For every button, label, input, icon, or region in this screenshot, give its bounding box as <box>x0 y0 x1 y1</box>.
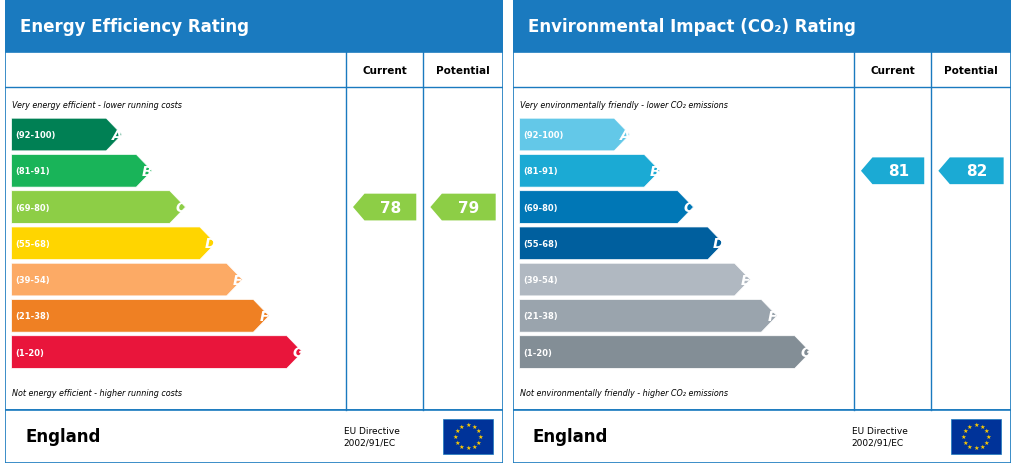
Text: ★: ★ <box>978 424 984 429</box>
Polygon shape <box>430 194 495 221</box>
Text: ★: ★ <box>983 439 988 444</box>
Text: ★: ★ <box>983 428 988 433</box>
Text: ★: ★ <box>978 444 984 449</box>
Text: ★: ★ <box>452 434 459 439</box>
Text: ★: ★ <box>962 439 967 444</box>
Text: ★: ★ <box>454 428 460 433</box>
FancyBboxPatch shape <box>513 53 1010 410</box>
Text: ★: ★ <box>476 439 481 444</box>
Text: G: G <box>291 345 304 359</box>
Text: E: E <box>232 273 243 287</box>
Text: ★: ★ <box>477 434 483 439</box>
Text: (69-80): (69-80) <box>523 203 557 212</box>
Text: A: A <box>112 128 122 142</box>
Text: ★: ★ <box>962 428 967 433</box>
Text: (1-20): (1-20) <box>15 348 44 357</box>
Text: F: F <box>260 309 269 323</box>
Text: ★: ★ <box>465 445 471 450</box>
Text: Current: Current <box>869 66 914 75</box>
Polygon shape <box>519 227 722 260</box>
Text: Not energy efficient - higher running costs: Not energy efficient - higher running co… <box>11 388 181 397</box>
Polygon shape <box>11 300 269 332</box>
FancyBboxPatch shape <box>513 410 1010 463</box>
Text: Not environmentally friendly - higher CO₂ emissions: Not environmentally friendly - higher CO… <box>519 388 727 397</box>
Text: (1-20): (1-20) <box>523 348 551 357</box>
Text: (81-91): (81-91) <box>15 167 50 176</box>
FancyBboxPatch shape <box>5 53 502 410</box>
Text: Very energy efficient - lower running costs: Very energy efficient - lower running co… <box>11 101 181 110</box>
Text: 79: 79 <box>458 200 479 215</box>
Text: D: D <box>712 237 723 251</box>
Polygon shape <box>937 158 1003 185</box>
Text: ★: ★ <box>972 422 978 427</box>
Text: (92-100): (92-100) <box>523 131 562 140</box>
Text: ★: ★ <box>471 444 477 449</box>
Text: B: B <box>649 164 660 178</box>
FancyBboxPatch shape <box>513 0 1010 53</box>
Text: C: C <box>683 200 693 214</box>
Text: 81: 81 <box>887 164 908 179</box>
Text: ★: ★ <box>984 434 990 439</box>
Polygon shape <box>519 155 659 188</box>
Text: ★: ★ <box>960 434 966 439</box>
Text: E: E <box>740 273 750 287</box>
Polygon shape <box>519 336 810 369</box>
Text: ★: ★ <box>454 439 460 444</box>
Text: A: A <box>620 128 630 142</box>
Text: G: G <box>799 345 811 359</box>
Text: F: F <box>767 309 776 323</box>
Text: ★: ★ <box>966 444 972 449</box>
Text: Current: Current <box>362 66 407 75</box>
Text: ★: ★ <box>459 424 465 429</box>
Polygon shape <box>353 194 416 221</box>
Text: EU Directive
2002/91/EC: EU Directive 2002/91/EC <box>851 426 907 447</box>
Text: 78: 78 <box>379 200 400 215</box>
Text: EU Directive
2002/91/EC: EU Directive 2002/91/EC <box>343 426 399 447</box>
Text: (39-54): (39-54) <box>523 275 557 284</box>
Text: Potential: Potential <box>436 66 489 75</box>
Text: 82: 82 <box>965 164 986 179</box>
Text: Potential: Potential <box>944 66 997 75</box>
Text: Very environmentally friendly - lower CO₂ emissions: Very environmentally friendly - lower CO… <box>519 101 727 110</box>
Polygon shape <box>519 119 630 151</box>
FancyBboxPatch shape <box>443 419 492 454</box>
Text: ★: ★ <box>471 424 477 429</box>
Text: England: England <box>25 427 100 445</box>
Text: Energy Efficiency Rating: Energy Efficiency Rating <box>20 18 249 36</box>
Polygon shape <box>11 191 185 224</box>
Text: (55-68): (55-68) <box>523 239 557 248</box>
Polygon shape <box>11 336 303 369</box>
Text: ★: ★ <box>476 428 481 433</box>
Text: (92-100): (92-100) <box>15 131 55 140</box>
FancyBboxPatch shape <box>951 419 1000 454</box>
Text: D: D <box>205 237 216 251</box>
Text: ★: ★ <box>465 422 471 427</box>
Text: ★: ★ <box>972 445 978 450</box>
Polygon shape <box>519 191 693 224</box>
Text: ★: ★ <box>966 424 972 429</box>
FancyBboxPatch shape <box>5 0 502 53</box>
Text: (81-91): (81-91) <box>523 167 557 176</box>
Text: (55-68): (55-68) <box>15 239 50 248</box>
FancyBboxPatch shape <box>5 410 502 463</box>
Text: ★: ★ <box>459 444 465 449</box>
Text: B: B <box>142 164 153 178</box>
Text: (69-80): (69-80) <box>15 203 50 212</box>
Text: (39-54): (39-54) <box>15 275 50 284</box>
Polygon shape <box>519 300 776 332</box>
Polygon shape <box>11 227 215 260</box>
Polygon shape <box>519 263 750 296</box>
Polygon shape <box>11 263 243 296</box>
Polygon shape <box>11 155 152 188</box>
Text: (21-38): (21-38) <box>15 312 50 320</box>
Text: (21-38): (21-38) <box>523 312 557 320</box>
Text: C: C <box>175 200 185 214</box>
Text: England: England <box>533 427 607 445</box>
Text: Environmental Impact (CO₂) Rating: Environmental Impact (CO₂) Rating <box>528 18 855 36</box>
Polygon shape <box>860 158 923 185</box>
Polygon shape <box>11 119 122 151</box>
